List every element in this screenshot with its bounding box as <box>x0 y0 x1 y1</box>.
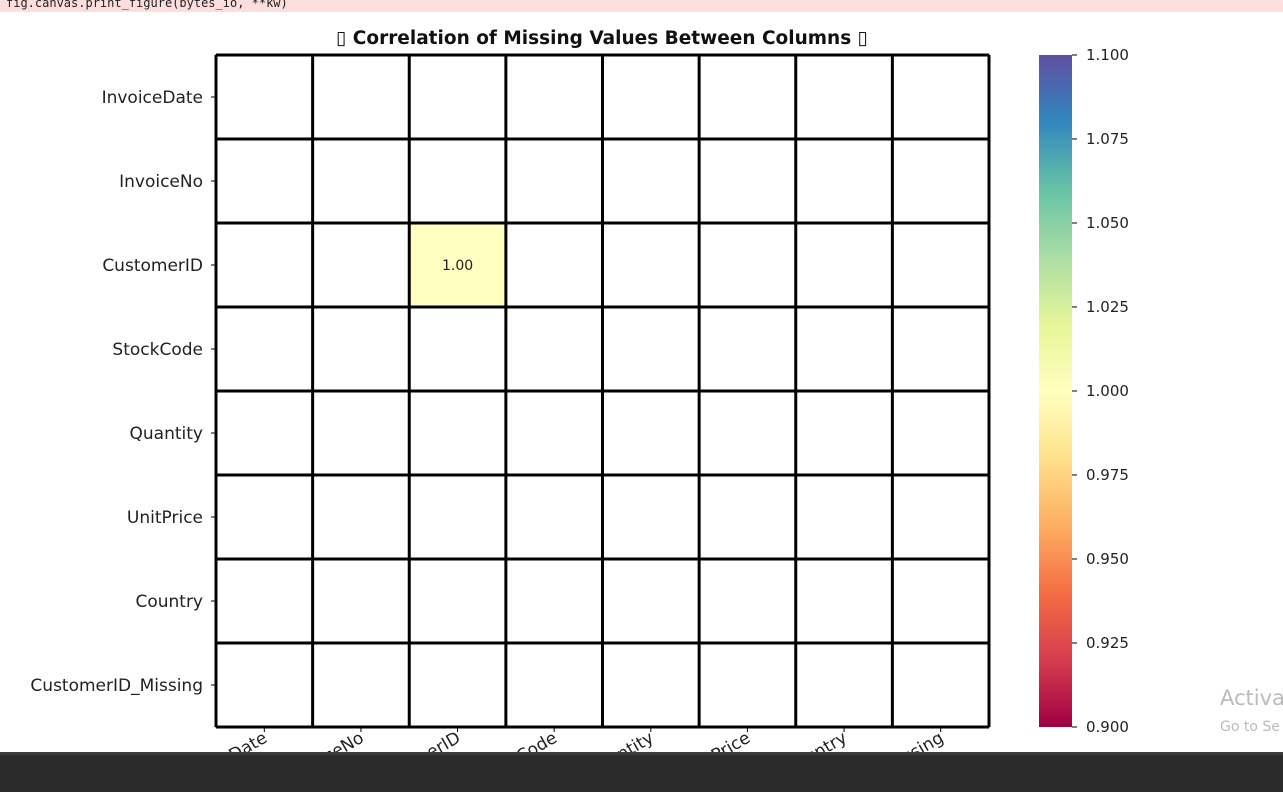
colorbar-tick-label: 1.050 <box>1086 214 1129 232</box>
y-tick-label: Country <box>135 592 203 612</box>
colorbar-tick-label: 0.950 <box>1086 550 1129 568</box>
colorbar-tick-label: 0.925 <box>1086 634 1129 652</box>
taskbar-strip <box>0 752 1283 755</box>
colorbar-tick-label: 1.000 <box>1086 382 1129 400</box>
colorbar-tick-label: 0.900 <box>1086 718 1129 736</box>
cell-label: 1.00 <box>442 258 473 274</box>
colorbar-tick-label: 1.100 <box>1086 46 1129 64</box>
error-output <box>0 0 1283 12</box>
watermark-subtitle: Go to Se <box>1220 719 1280 735</box>
y-tick-label: UnitPrice <box>127 508 203 528</box>
colorbar-tick-label: 1.025 <box>1086 298 1129 316</box>
chart-title: ▯ Correlation of Missing Values Between … <box>336 28 868 49</box>
colorbar-tick-label: 1.075 <box>1086 130 1129 148</box>
heat-cell <box>409 223 506 307</box>
axes-frame <box>215 54 990 728</box>
y-tick-label: StockCode <box>112 340 203 360</box>
watermark-title: Activa <box>1220 686 1283 710</box>
colorbar-tick-label: 0.975 <box>1086 466 1129 484</box>
y-tick-label: InvoiceDate <box>102 88 203 108</box>
colorbar <box>1039 55 1072 727</box>
y-tick-label: InvoiceNo <box>119 172 203 192</box>
y-tick-label: Quantity <box>130 424 203 444</box>
taskbar <box>0 752 1283 792</box>
code-line: fig.canvas.print_figure(bytes_io, **kw) <box>6 0 288 10</box>
y-tick-label: CustomerID_Missing <box>30 676 203 696</box>
y-tick-label: CustomerID <box>102 256 203 276</box>
